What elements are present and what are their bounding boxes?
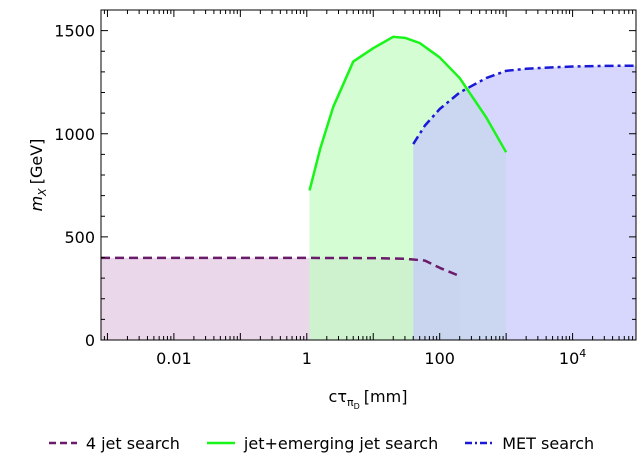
legend-swatch-4-jet: [48, 441, 77, 445]
line-4-jet-search: [101, 256, 461, 278]
legend-label-emerging-jet: jet+emerging jet search: [243, 433, 439, 453]
y-tick-label: 0: [85, 331, 95, 350]
area-met-search: [413, 65, 636, 340]
x-tick-label: 104: [559, 347, 586, 368]
legend: 4 jet search jet+emerging jet search MET…: [0, 430, 642, 456]
chart: 0 500 1000 1500 0.01 1 100 104 cτπD[mm] mX[GeV]: [27, 9, 637, 411]
line-met-search: [412, 64, 636, 145]
legend-item-met: MET search: [464, 434, 594, 453]
legend-label-met: MET search: [502, 433, 595, 453]
x-tick-label: 1: [302, 349, 312, 368]
legend-swatch-met: [465, 441, 494, 445]
y-tick-label: 1000: [54, 125, 95, 144]
axis-ticks: [100, 9, 637, 341]
y-axis-title: mX[GeV]: [27, 139, 49, 212]
x-axis-title: cτπD[mm]: [329, 387, 408, 411]
area-fills: [101, 36, 636, 340]
legend-item-4-jet: 4 jet search: [48, 434, 180, 453]
series-lines: [101, 35, 636, 278]
line-jet-emerging-jet-search: [308, 35, 508, 191]
y-tick-label: 1500: [54, 22, 95, 41]
legend-swatch-emerging-jet: [206, 441, 235, 445]
legend-item-emerging-jet: jet+emerging jet search: [206, 434, 438, 453]
x-tick-label: 0.01: [156, 349, 192, 368]
y-tick-label: 500: [64, 228, 95, 247]
legend-label-4-jet: 4 jet search: [85, 433, 180, 453]
x-tick-label: 100: [424, 349, 455, 368]
tick-labels: 0 500 1000 1500 0.01 1 100 104: [54, 22, 586, 368]
